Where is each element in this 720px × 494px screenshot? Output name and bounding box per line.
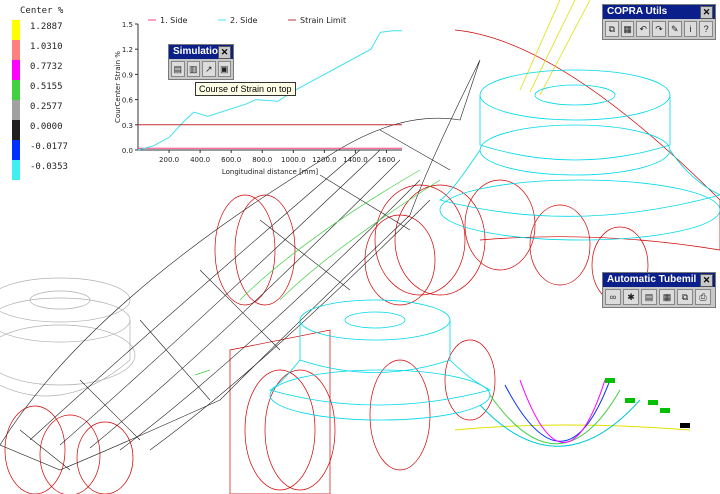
strain-chart-svg: 0.0 0.3 0.6 0.9 1.2 1.5 200.0 400.0 600.0 800.0 10… [114,16,402,176]
redo-icon[interactable]: ↷ [652,21,666,37]
simulation-tooltip: Course of Strain on top [195,82,296,96]
chart-legend-label: 2. Side [230,16,258,25]
chart-legend-label: Strain Limit [300,16,346,25]
chart-legend-label: 1. Side [160,16,188,25]
legend-row: 0.5155 [4,80,74,100]
copra-title-text: COPRA Utils [607,6,668,17]
legend-swatch [12,80,20,100]
simulation-close-button[interactable]: ✕ [218,46,231,59]
tubemill-print-icon[interactable]: ⎙ [695,289,711,305]
tubemill-toolbar-title[interactable]: Automatic Tubemil ✕ [603,273,715,287]
legend-value: 0.5155 [30,82,63,92]
strain-band-yellow [519,0,591,96]
y-tick-label: 0.3 [122,122,133,130]
simulation-toolbar[interactable]: Simulation ✕ ▤ ▥ ↗ ▣ [168,44,234,80]
paste-icon[interactable]: ▦ [620,21,635,37]
legend-swatch [12,60,20,80]
profile-node-markers [605,378,690,428]
profile-cross-sections [454,379,691,447]
x-axis-label: Longitudinal distance [mm] [222,168,319,176]
tubemill-grid-icon[interactable]: ▦ [659,289,675,305]
x-tick-label: 800.0 [252,156,272,164]
legend-row: 1.2887 [4,20,74,40]
undo-icon[interactable]: ↶ [636,21,651,37]
legend-row: 0.2577 [4,100,74,120]
legend-value: 0.0000 [30,122,63,132]
legend-value: 1.0310 [30,42,63,52]
sim-settings-icon[interactable]: ▣ [217,61,231,77]
y-axis-label: CourCenter Strain % [114,51,122,123]
x-tick-label: 1200.0 [312,156,337,164]
legend-swatch [12,120,20,140]
red-roll-stand-bottom [4,329,496,494]
tubemill-title-text: Automatic Tubemil [607,274,697,285]
copra-utils-toolbar[interactable]: COPRA Utils ✕ ⧉ ▦ ↶ ↷ ✎ i ? [602,4,716,40]
legend-value: -0.0177 [30,142,68,152]
y-tick-label: 1.2 [122,46,133,54]
y-tick-label: 0.9 [122,71,133,79]
legend-swatch [12,40,20,60]
tubemill-close-button[interactable]: ✕ [700,274,713,287]
legend-value: 0.2577 [30,102,63,112]
legend-swatch [12,20,20,40]
tubemill-table-icon[interactable]: ▤ [641,289,657,305]
cyan-roll-top-right [438,69,720,241]
legend-value: 0.7732 [30,62,63,72]
legend-row: -0.0353 [4,160,74,180]
legend-row: -0.0177 [4,140,74,160]
x-tick-label: 600.0 [221,156,241,164]
legend-row: 0.7732 [4,60,74,80]
legend-value: -0.0353 [30,162,68,172]
legend-swatch [12,100,20,120]
gray-roll-left [0,277,136,397]
series-line [137,30,402,151]
legend-swatch [12,140,20,160]
copy-icon[interactable]: ⧉ [605,21,619,37]
x-tick-label: 400.0 [190,156,210,164]
pen-icon[interactable]: ✎ [667,21,682,37]
legend-value: 1.2887 [30,22,63,32]
legend-row: 1.0310 [4,40,74,60]
strain-chart: 0.0 0.3 0.6 0.9 1.2 1.5 200.0 400.0 600.0 800.0 10… [110,12,410,184]
y-tick-label: 0.6 [122,97,134,105]
tubemill-rolls-icon[interactable]: ∞ [605,289,621,305]
x-tick-label: 1600 [378,156,396,164]
copra-close-button[interactable]: ✕ [700,6,713,19]
x-tick-label: 1000.0 [281,156,306,164]
legend-title: Center % [20,6,64,16]
copra-toolbar-title[interactable]: COPRA Utils ✕ [603,5,715,19]
x-tick-label: 200.0 [159,156,179,164]
sim-open-icon[interactable]: ▤ [171,61,185,77]
simulation-title-text: Simulation [173,46,225,57]
sim-arrow-icon[interactable]: ↗ [202,61,216,77]
legend-swatch [12,160,20,180]
tubemill-toolbar[interactable]: Automatic Tubemil ✕ ∞ ✱ ▤ ▦ ⧉ ⎙ [602,272,716,308]
info-icon[interactable]: i [683,21,698,37]
tubemill-copy-icon[interactable]: ⧉ [677,289,693,305]
strain-band-green [194,169,441,376]
formed-strip-mesh [0,59,481,471]
tubemill-tool-icon[interactable]: ✱ [623,289,639,305]
legend-row: 0.0000 [4,120,74,140]
help-icon[interactable]: ? [699,21,714,37]
y-tick-label: 0.0 [122,147,133,155]
x-tick-label: 1400.0 [343,156,368,164]
strain-color-legend: Center % 1.2887 1.0310 0.7732 0.5155 0.2577 0… [4,6,74,180]
y-tick-label: 1.5 [122,21,133,29]
sim-chart-icon[interactable]: ▥ [186,61,200,77]
simulation-toolbar-title[interactable]: Simulation ✕ [169,45,233,59]
